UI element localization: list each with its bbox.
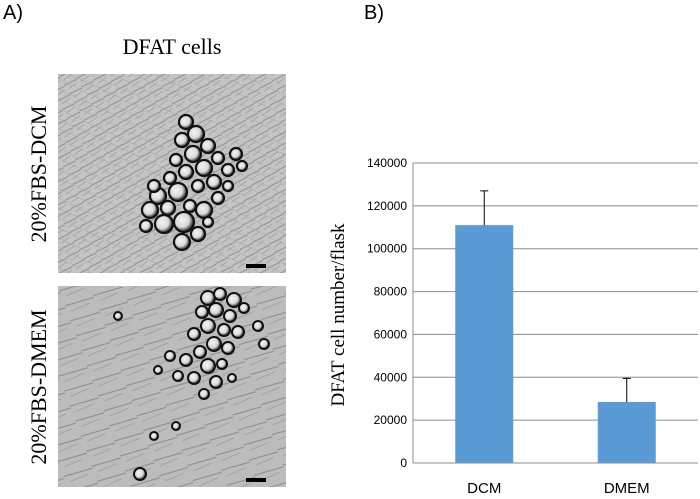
y-tick-label: 0 <box>400 456 407 470</box>
y-tick-label: 100000 <box>367 242 407 256</box>
panel-a-label: A) <box>3 2 23 24</box>
bar-chart: 0 20000 40000 60000 80000 100000 120000 140000 D… <box>328 156 698 497</box>
micrograph-title: DFAT cells <box>122 34 222 59</box>
tick-labels: 0 20000 40000 60000 80000 100000 120000 140000 D… <box>367 156 650 497</box>
micrograph-dmem <box>58 286 286 487</box>
micrograph-dmem-image <box>58 286 286 487</box>
row-label-dcm: 20%FBS-DCM <box>26 105 51 243</box>
y-tick-label: 60000 <box>374 327 408 341</box>
x-tick-label: DCM <box>467 480 501 497</box>
y-axis-label: DFAT cell number/flask <box>328 223 349 406</box>
panel-b-label: B) <box>364 2 384 24</box>
y-tick-label: 140000 <box>367 156 407 170</box>
bar-dmem <box>597 401 656 463</box>
y-tick-label: 20000 <box>374 413 408 427</box>
y-tick-label: 120000 <box>367 199 407 213</box>
x-tick-label: DMEM <box>604 480 650 497</box>
bar-dcm <box>455 225 514 463</box>
row-label-dmem: 20%FBS-DMEM <box>26 309 51 465</box>
micrograph-dcm-image <box>58 74 286 273</box>
micrograph-dcm <box>58 74 286 273</box>
bars <box>455 190 656 463</box>
y-tick-label: 40000 <box>374 370 408 384</box>
y-tick-label: 80000 <box>374 285 408 299</box>
